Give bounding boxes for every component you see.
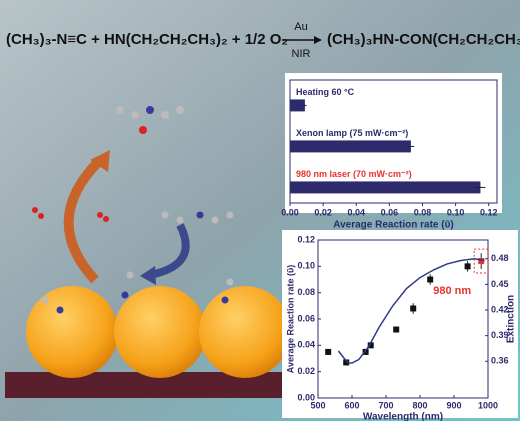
- x-tick-label: 0.04: [347, 207, 365, 217]
- x-tick-label: 0.08: [414, 207, 432, 217]
- extinction-curve: [337, 258, 485, 364]
- point: [393, 326, 400, 333]
- x-tick-label: 0.00: [281, 207, 299, 217]
- y-tick-label: 0.04: [297, 340, 315, 350]
- x-tick-label: 500: [310, 400, 325, 410]
- point: [427, 276, 434, 283]
- gold-particle: [114, 286, 206, 378]
- bar: [290, 181, 481, 194]
- x-axis-label: Wavelength (nm): [363, 412, 443, 421]
- bar: [290, 140, 411, 153]
- annotation: 980 nm: [433, 285, 471, 297]
- bar: [290, 99, 305, 112]
- x-tick-label: 700: [378, 400, 393, 410]
- y-axis-label: Average Reaction rate (ῡ): [285, 265, 295, 373]
- equation-product: (CH₃)₃HN-CON(CH₂CH₂CH₃)₂: [327, 31, 520, 48]
- y2-tick-label: 0.42: [491, 304, 509, 314]
- y2-axis-label: Extinction: [506, 295, 517, 343]
- catalyst: Au: [294, 21, 307, 33]
- x-tick-label: 600: [344, 400, 359, 410]
- x-tick-label: 0.02: [314, 207, 332, 217]
- arrow-head: [314, 36, 322, 44]
- point: [367, 342, 374, 349]
- point: [410, 305, 417, 312]
- gold-particle: [26, 286, 118, 378]
- x-tick-label: 800: [412, 400, 427, 410]
- point: [464, 263, 471, 270]
- arrow-head: [90, 150, 110, 172]
- point: [478, 258, 485, 265]
- point: [362, 348, 369, 355]
- substrate: [5, 372, 300, 398]
- arrow-head: [140, 266, 156, 285]
- x-tick-label: 0.10: [447, 207, 465, 217]
- x-tick-label: 900: [446, 400, 461, 410]
- molecule: [32, 106, 234, 314]
- x-tick-label: 0.06: [381, 207, 399, 217]
- arrow-in: [149, 223, 190, 279]
- arrow-out: [63, 156, 104, 284]
- bar-label: 980 nm laser (70 mW·cm⁻²): [296, 169, 412, 179]
- y2-tick-label: 0.48: [491, 253, 509, 263]
- y-tick-label: 0.10: [297, 261, 315, 271]
- y-tick-label: 0.12: [297, 234, 315, 244]
- y-tick-label: 0.08: [297, 287, 315, 297]
- x-tick-label: 1000: [478, 400, 498, 410]
- bar-label: Xenon lamp (75 mW·cm⁻²): [296, 128, 408, 138]
- bar-label: Heating 60 °C: [296, 87, 355, 97]
- y-tick-label: 0.00: [297, 392, 315, 402]
- x-axis-label: Average Reaction rate (ῡ): [333, 220, 454, 231]
- point: [325, 348, 332, 355]
- y2-tick-label: 0.45: [491, 279, 509, 289]
- point: [343, 359, 350, 366]
- condition: NIR: [292, 48, 311, 60]
- highlight-box: [473, 248, 489, 274]
- y-tick-label: 0.06: [297, 313, 315, 323]
- equation-reactants: (CH₃)₃-N≡C + HN(CH₂CH₂CH₃)₂ + 1/2 O₂: [6, 31, 288, 48]
- y-tick-label: 0.02: [297, 366, 315, 376]
- x-tick-label: 0.12: [480, 207, 498, 217]
- y2-tick-label: 0.36: [491, 356, 509, 366]
- y2-tick-label: 0.39: [491, 330, 509, 340]
- gold-particle: [199, 286, 291, 378]
